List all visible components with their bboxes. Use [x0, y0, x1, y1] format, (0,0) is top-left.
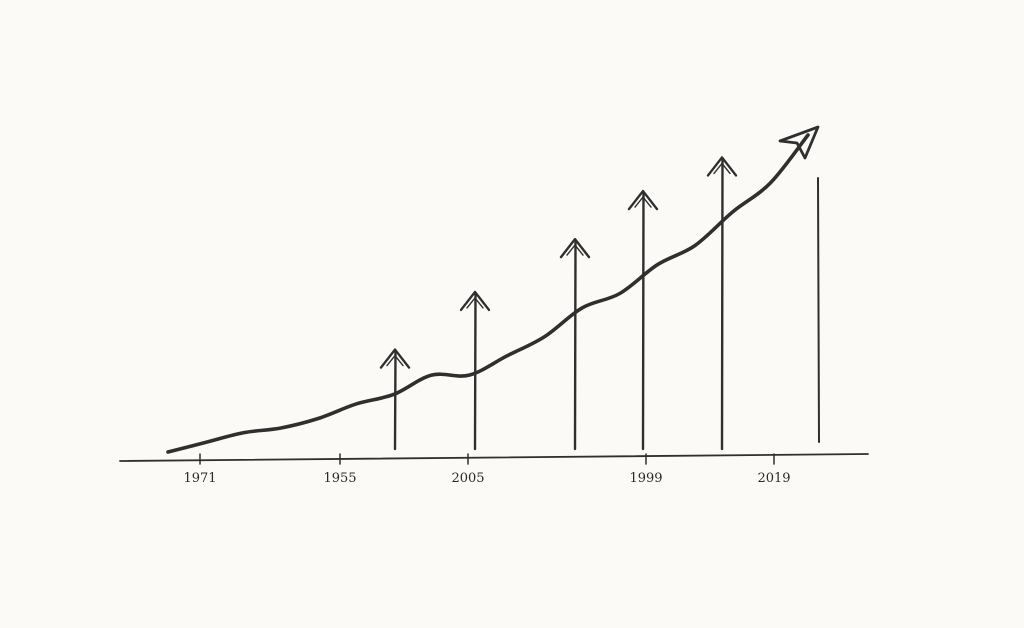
growth-arrow-head [706, 156, 738, 177]
growth-arrow-head-inner [466, 297, 484, 309]
x-tick-label: 1971 [183, 471, 216, 486]
growth-arrow [706, 156, 738, 451]
growth-arrow-head-inner [566, 244, 584, 256]
right-guide-line [817, 177, 820, 443]
growth-arrow [627, 189, 659, 451]
x-tick-label: 1999 [629, 471, 662, 486]
growth-arrow [379, 348, 411, 451]
x-tick-label: 1955 [323, 471, 356, 486]
growth-arrow-shaft [573, 239, 577, 451]
growth-arrow-shaft [720, 158, 724, 451]
growth-arrow [559, 237, 591, 451]
x-tick-label: 2005 [451, 471, 484, 486]
growth-arrow-head-inner [713, 162, 731, 175]
series-line [166, 133, 810, 454]
trend-arrowhead [778, 125, 820, 160]
growth-arrow-head [627, 189, 659, 211]
growth-arrow-head [559, 237, 591, 259]
growth-arrow-head [459, 290, 491, 312]
growth-arrow-shaft [393, 350, 397, 451]
x-tick-label: 2019 [757, 471, 790, 486]
growth-arrow-shaft [641, 191, 645, 451]
x-axis [119, 453, 869, 462]
growth-arrow-head-inner [386, 354, 404, 367]
growth-arrow-head [379, 348, 411, 369]
growth-arrow-head-inner [634, 196, 652, 208]
